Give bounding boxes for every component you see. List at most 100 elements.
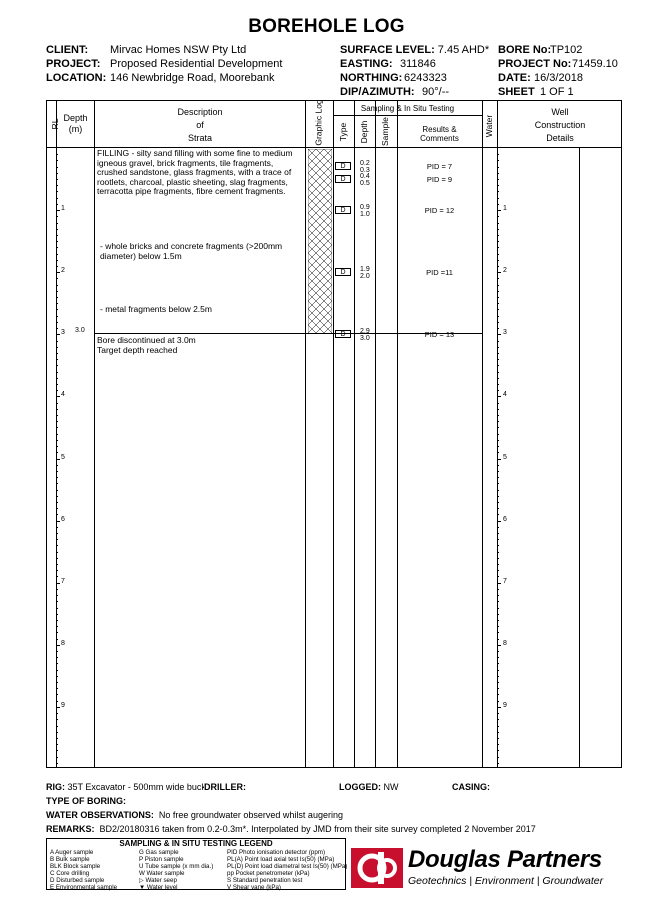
projno-label: PROJECT No: — [498, 58, 572, 70]
legend-title: SAMPLING & IN SITU TESTING LEGEND — [119, 839, 273, 848]
bore-label: BORE No: — [498, 44, 552, 56]
project-value: Proposed Residential Development — [110, 58, 283, 70]
well-depth-tick — [497, 321, 499, 323]
depth-tick — [56, 278, 58, 280]
well-depth-tick — [497, 352, 499, 354]
well-depth-tick — [497, 278, 499, 280]
well-depth-tick — [497, 700, 499, 702]
col-results: Results & Comments — [420, 125, 459, 143]
col-well: Well Construction Details — [497, 106, 623, 145]
well-depth-tick — [497, 377, 499, 379]
depth-tick — [56, 551, 58, 553]
well-depth-tick — [497, 421, 499, 423]
depth-tick — [56, 166, 58, 168]
rig-value: 35T Excavator - 500mm wide bucket — [67, 782, 214, 792]
well-depth-tick — [497, 470, 499, 472]
sample-pid-result: PID = 13 — [424, 330, 455, 340]
sample-type-box: D — [335, 174, 351, 183]
col-desc-line2: of — [196, 120, 204, 130]
well-depth-tick — [497, 359, 499, 361]
well-depth-tick — [497, 489, 499, 491]
location-value: 146 Newbridge Road, Moorebank — [110, 72, 275, 84]
well-depth-tick — [497, 477, 499, 479]
strata-fill-description: FILLING - silty sand filling with some f… — [97, 148, 293, 196]
sample-bottom-depth: 3.0 — [360, 335, 370, 343]
depth-tick — [56, 383, 58, 385]
well-depth-tick — [497, 526, 499, 528]
legend-item: S Standard penetration test — [227, 877, 303, 884]
depth-tick — [56, 210, 60, 212]
legend-col2: G Gas sample P Piston sample U Tube samp… — [139, 849, 213, 891]
col-desc-line3: Strata — [187, 133, 212, 143]
depth-label: 7 — [61, 577, 65, 585]
depth-tick — [56, 737, 58, 739]
sample-type-box: D — [335, 267, 351, 276]
water-label: WATER OBSERVATIONS: — [46, 810, 154, 820]
legend-item: G Gas sample — [139, 849, 179, 856]
surface-value: 7.45 AHD* — [437, 44, 490, 56]
well-depth-tick — [497, 383, 499, 385]
stratum-boundary — [94, 333, 482, 334]
legend-item: C Core drilling — [50, 870, 90, 877]
depth-tick — [56, 321, 58, 323]
depth-tick — [56, 675, 58, 677]
depth-label: 6 — [61, 515, 65, 523]
depth-tick — [56, 663, 58, 665]
depth-tick — [56, 607, 58, 609]
casing-label: CASING: — [452, 782, 490, 792]
well-depth-tick — [497, 744, 499, 746]
well-depth-tick — [497, 203, 499, 205]
well-depth-tick — [497, 247, 499, 249]
well-depth-tick — [497, 365, 499, 367]
depth-tick — [56, 477, 58, 479]
well-depth-tick — [497, 557, 499, 559]
legend-item: PID Photo ionisation detector (ppm) — [227, 849, 326, 856]
depth-tick — [56, 253, 58, 255]
well-depth-tick — [497, 433, 499, 435]
well-depth-tick — [497, 514, 499, 516]
fill-graphic-hatch — [308, 149, 332, 334]
well-depth-tick — [497, 228, 499, 230]
legend-col3: PID Photo ionisation detector (ppm) PL(A… — [227, 849, 347, 891]
depth-tick — [56, 433, 58, 435]
depth-tick — [56, 682, 58, 684]
depth-tick — [56, 303, 58, 305]
depth-label: 8 — [61, 639, 65, 647]
projno-value: 71459.10 — [572, 58, 618, 70]
sample-bottom-depth: 0.5 — [360, 179, 370, 187]
strata-note-metal: - metal fragments below 2.5m — [100, 304, 212, 314]
well-depth-label: 4 — [503, 391, 507, 399]
depth-tick — [56, 762, 58, 764]
col-sampling: Sampling & In Situ Testing — [360, 104, 455, 113]
well-depth-tick — [497, 657, 499, 659]
well-depth-tick — [497, 334, 501, 336]
legend-item: P Piston sample — [139, 856, 184, 863]
base-depth: 3.0 — [75, 327, 85, 334]
depth-tick — [56, 520, 60, 522]
date-value: 16/3/2018 — [534, 72, 583, 84]
depth-tick — [56, 290, 58, 292]
well-depth-tick — [497, 539, 499, 541]
well-depth-tick — [497, 750, 499, 752]
well-depth-tick — [497, 533, 499, 535]
sample-pid-result: PID =11 — [426, 267, 453, 277]
northing-value: 6243323 — [404, 72, 447, 84]
well-depth-tick — [497, 234, 499, 236]
strata-end-line1: Bore discontinued at 3.0m — [97, 335, 196, 345]
depth-tick — [56, 470, 58, 472]
depth-tick — [56, 334, 60, 336]
well-depth-tick — [497, 439, 499, 441]
depth-tick — [56, 439, 58, 441]
well-depth-tick — [497, 297, 499, 299]
dip-label: DIP/AZIMUTH: — [340, 86, 415, 98]
depth-tick — [56, 222, 58, 224]
well-depth-tick — [497, 166, 499, 168]
well-depth-tick — [497, 452, 499, 454]
strata-end-line2: Target depth reached — [97, 345, 178, 355]
dip-value: 90°/-- — [422, 86, 450, 98]
depth-tick — [56, 533, 58, 535]
water-value: No free groundwater observed whilst auge… — [158, 810, 343, 820]
depth-tick — [56, 160, 58, 162]
surface-label: SURFACE LEVEL: — [340, 44, 435, 56]
sample-top-depth: 2.9 — [360, 328, 370, 336]
